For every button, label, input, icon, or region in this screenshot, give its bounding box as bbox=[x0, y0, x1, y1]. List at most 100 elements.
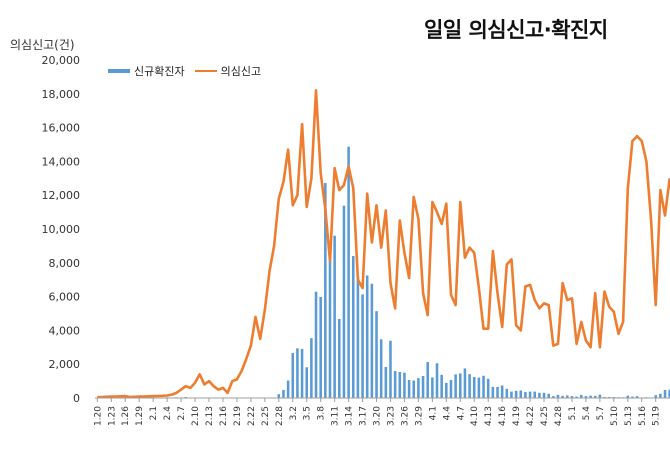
legend-swatch-bar bbox=[108, 69, 130, 73]
y-tick-label: 16,000 bbox=[42, 122, 81, 135]
x-tick-label: 2.13 bbox=[205, 406, 215, 426]
x-axis: 1.20 1.23 1.26 1.29 2.1 2.4 2.7 2.10 2.13 2.16 2.1… bbox=[93, 397, 670, 426]
bar-confirmed bbox=[310, 338, 313, 398]
x-tick-label: 3.23 bbox=[386, 406, 396, 426]
bar-confirmed bbox=[579, 394, 583, 398]
x-tick-label: 5.4 bbox=[582, 406, 592, 421]
x-tick-label: 3.5 bbox=[303, 406, 313, 420]
bar-confirmed bbox=[668, 389, 670, 398]
bar-confirmed bbox=[538, 392, 541, 398]
bar-confirmed bbox=[556, 394, 560, 398]
y-tick-label: 0 bbox=[73, 392, 80, 405]
x-tick-label: 2.25 bbox=[261, 406, 271, 426]
y-tick-label: 8,000 bbox=[49, 257, 81, 270]
x-tick-label: 5.7 bbox=[596, 406, 606, 420]
x-tick-label: 2.1 bbox=[149, 406, 159, 420]
x-tick-label: 4.28 bbox=[554, 406, 564, 426]
bar-confirmed bbox=[566, 395, 569, 398]
bar-confirmed bbox=[514, 390, 518, 398]
bar-confirmed bbox=[328, 257, 332, 398]
bar-confirmed bbox=[300, 349, 304, 398]
bar-confirmed bbox=[454, 374, 457, 398]
y-tick-label: 6,000 bbox=[49, 291, 81, 304]
legend-item-suspected: 의심신고 bbox=[194, 63, 262, 79]
bar-confirmed bbox=[631, 396, 634, 398]
x-tick-label: 4.10 bbox=[470, 406, 480, 426]
bar-confirmed bbox=[445, 382, 448, 398]
chart-title: 일일 의심신고·확진지 bbox=[424, 18, 608, 42]
x-tick-label: 2.7 bbox=[177, 406, 187, 420]
bar-confirmed bbox=[589, 395, 592, 398]
x-tick-label: 3.17 bbox=[359, 406, 369, 426]
x-tick-label: 5.1 bbox=[568, 406, 578, 420]
bar-confirmed bbox=[500, 385, 504, 398]
bar-confirmed bbox=[510, 391, 513, 398]
bar-confirmed bbox=[347, 146, 350, 398]
x-tick-label: 2.4 bbox=[163, 406, 173, 421]
bar-confirmed bbox=[286, 380, 290, 398]
x-tick-label: 1.26 bbox=[121, 406, 131, 426]
bar-confirmed bbox=[584, 396, 588, 398]
bar-confirmed bbox=[389, 340, 392, 398]
bar-confirmed bbox=[561, 395, 564, 398]
x-tick-label: 2.16 bbox=[219, 406, 229, 426]
bar-confirmed bbox=[449, 380, 453, 398]
bar-confirmed bbox=[403, 372, 406, 398]
bar-confirmed bbox=[626, 395, 630, 398]
bar-confirmed bbox=[477, 377, 481, 398]
bar-confirmed bbox=[533, 391, 537, 398]
bar-confirmed bbox=[324, 182, 327, 398]
bar-confirmed bbox=[440, 374, 443, 398]
bar-confirmed bbox=[412, 380, 416, 398]
bar-confirmed bbox=[663, 389, 667, 398]
x-tick-label: 5.16 bbox=[638, 406, 648, 426]
x-tick-label: 4.19 bbox=[512, 406, 522, 426]
bar-confirmed bbox=[505, 388, 509, 398]
x-tick-label: 4.22 bbox=[526, 406, 536, 426]
line-series-suspected bbox=[97, 89, 670, 399]
bar-confirmed bbox=[519, 390, 523, 398]
x-tick-label: 5.19 bbox=[652, 406, 662, 426]
y-axis-label: 의심신고(건) bbox=[10, 38, 75, 52]
x-tick-label: 5.10 bbox=[610, 406, 620, 426]
bar-confirmed bbox=[635, 396, 639, 398]
bar-confirmed bbox=[393, 371, 397, 398]
x-tick-label: 2.19 bbox=[233, 406, 243, 426]
bar-confirmed bbox=[365, 275, 369, 398]
bar-confirmed bbox=[342, 205, 346, 398]
bar-confirmed bbox=[472, 376, 476, 398]
legend-label-suspected: 의심신고 bbox=[220, 65, 262, 78]
bar-confirmed bbox=[524, 392, 527, 398]
bar-confirmed bbox=[598, 394, 602, 398]
bar-confirmed bbox=[570, 396, 574, 398]
bar-confirmed bbox=[496, 386, 499, 398]
legend: 신규확진자 의심신고 bbox=[108, 63, 261, 79]
bar-confirmed bbox=[305, 367, 309, 398]
x-tick-label: 1.29 bbox=[135, 406, 145, 426]
bar-confirmed bbox=[468, 374, 471, 398]
x-tick-label: 3.20 bbox=[373, 406, 383, 426]
bar-confirmed bbox=[435, 363, 439, 398]
bar-confirmed bbox=[291, 353, 295, 398]
x-tick-label: 4.25 bbox=[540, 406, 550, 426]
bar-confirmed bbox=[542, 392, 546, 398]
bar-confirmed bbox=[398, 371, 402, 398]
x-tick-label: 3.14 bbox=[345, 406, 355, 426]
bar-confirmed bbox=[528, 391, 532, 398]
x-tick-label: 2.28 bbox=[275, 406, 285, 426]
x-tick-label: 1.20 bbox=[93, 406, 103, 426]
x-tick-label: 3.26 bbox=[400, 406, 410, 426]
bar-confirmed bbox=[458, 373, 462, 398]
bar-confirmed bbox=[426, 362, 429, 398]
bar-confirmed bbox=[319, 296, 322, 398]
bar-confirmed bbox=[491, 386, 495, 398]
x-tick-label: 5.13 bbox=[624, 406, 634, 426]
x-tick-label: 4.1 bbox=[428, 406, 438, 420]
bar-confirmed bbox=[593, 395, 597, 398]
x-tick-label: 4.13 bbox=[484, 406, 494, 426]
bar-series-confirmed bbox=[96, 146, 670, 398]
bar-confirmed bbox=[356, 275, 360, 398]
bar-confirmed bbox=[370, 283, 374, 398]
bar-confirmed bbox=[486, 378, 490, 398]
